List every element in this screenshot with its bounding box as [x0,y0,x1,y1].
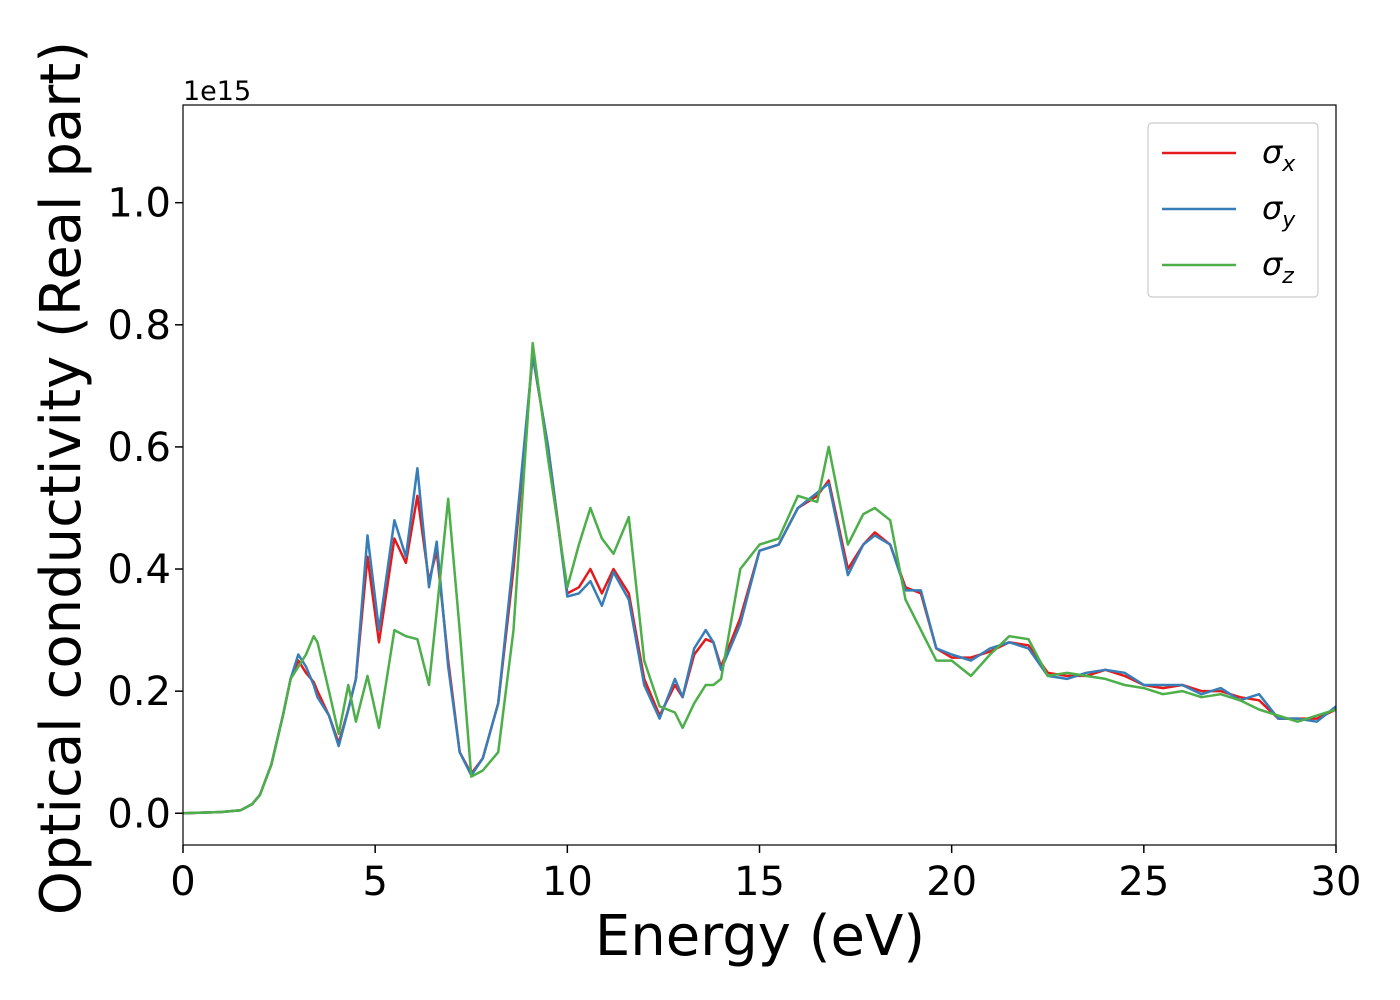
y-axis-label: Optical conductivity (Real part) [29,41,94,915]
legend-label: σz [1262,245,1294,289]
legend-label: σy [1262,189,1296,233]
y-tick-label: 0.2 [107,669,171,715]
y-tick-label: 1.0 [107,181,171,227]
x-axis-label: Energy (eV) [595,904,925,969]
x-tick-label: 0 [170,859,195,905]
x-tick-label: 25 [1118,859,1169,905]
x-tick-label: 15 [734,859,785,905]
offset-label: 1e15 [183,76,251,107]
line-series [182,354,1337,815]
x-tick-label: 20 [926,859,977,905]
line-series [182,341,1337,815]
y-tick-label: 0.0 [107,791,171,837]
x-tick-label: 30 [1311,859,1362,905]
x-tick-label: 10 [542,859,593,905]
plot-frame [182,104,1337,846]
y-tick-label: 0.4 [107,547,171,593]
x-tick-label: 5 [362,859,387,905]
y-tick-label: 0.6 [107,425,171,471]
y-tick-label: 0.8 [107,303,171,349]
legend-label: σx [1262,133,1296,177]
